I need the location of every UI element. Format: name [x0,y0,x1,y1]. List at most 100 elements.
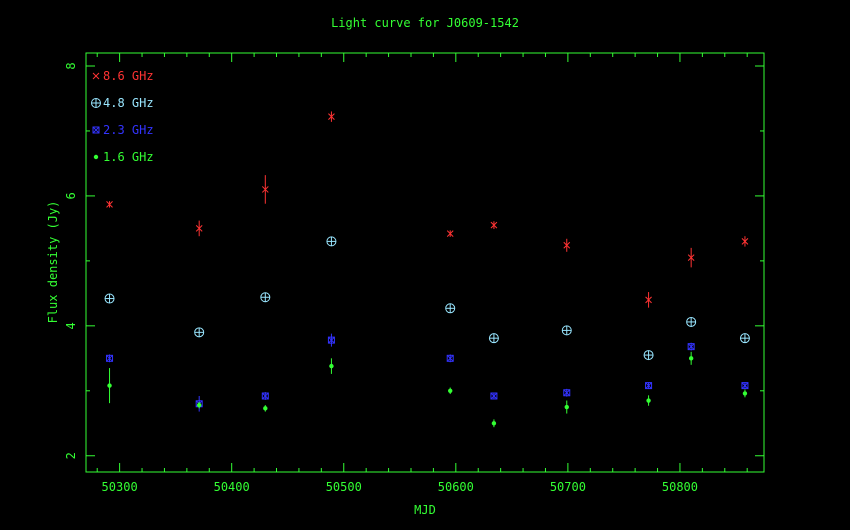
marker-stroke [106,201,113,208]
legend: 8.6 GHz 4.8 GHz 2.3 GHz 1.6 GHz [91,69,154,164]
marker-box [261,392,269,400]
series-8-6-ghz [106,111,749,308]
chart-title: Light curve for J0609-1542 [331,16,519,30]
data-point [107,383,112,388]
marker-stroke [446,354,454,362]
x-axis-ticks: 50300 50400 50500 50600 50700 50800 [96,53,748,494]
legend-item: 4.8 GHz [91,96,154,110]
marker-dot [263,406,268,411]
marker-dot [196,402,202,408]
data-point [564,404,569,410]
legend-label: 4.8 GHz [103,96,154,110]
marker-stroke [328,336,335,344]
data-series-layer [104,111,750,428]
marker-stroke [687,343,695,350]
data-point [195,225,203,232]
data-point [741,382,749,390]
legend-item: 1.6 GHz [93,150,154,164]
legend-label: 1.6 GHz [103,150,154,164]
marker-stroke [328,113,335,121]
marker-box [741,382,749,390]
data-point [446,230,454,237]
data-point [490,221,498,229]
series-1-6-ghz [107,351,748,428]
y-axis-label: Flux density (Jy) [46,201,60,324]
legend-label: 2.3 GHz [103,123,154,137]
data-point [488,333,499,344]
marker-stroke [645,382,652,389]
data-point [260,292,271,303]
data-point [563,389,571,397]
data-point [106,354,114,362]
marker-stroke [687,254,695,261]
marker-dot [688,356,694,361]
marker-dot [107,383,112,388]
x-axis-label: MJD [414,503,436,517]
data-point [263,406,268,411]
data-point [261,186,269,193]
series-2-3-ghz [106,333,749,412]
data-point [688,356,694,361]
x-tick-label: 50600 [438,480,474,494]
marker-stroke [195,225,203,232]
x-tick-label: 50500 [326,480,362,494]
data-point [643,350,654,361]
marker-box [687,343,695,351]
marker-stroke [446,230,454,237]
marker-stroke [645,296,652,304]
data-point [329,363,334,369]
data-point [686,316,697,327]
data-point [645,296,652,304]
marker-stroke [92,72,100,80]
plot-frame [85,52,765,473]
marker-stroke [92,126,100,134]
marker-stroke [261,186,269,193]
data-point [446,354,454,362]
y-tick-label: 6 [64,192,78,199]
data-point [739,333,750,344]
data-point [194,327,205,338]
x-tick-label: 50800 [662,480,698,494]
data-point [687,343,695,351]
marker-stroke [490,392,498,400]
data-point [328,113,335,121]
data-point [491,421,497,426]
marker-stroke [741,238,749,245]
marker-stroke [106,354,113,362]
marker-dot [491,421,497,426]
marker-box [490,392,498,400]
marker-dot [329,363,334,369]
marker-stroke [563,389,571,397]
legend-marker [92,126,100,134]
data-point [448,388,453,393]
legend-label: 8.6 GHz [103,69,154,83]
marker-dot [448,388,453,393]
y-axis-ticks: 2 4 6 8 [64,62,764,459]
marker-stroke [563,241,571,249]
marker-box [327,336,335,344]
data-point [261,392,269,400]
data-point [646,398,651,403]
data-point [327,336,335,344]
marker-box [645,382,653,390]
data-point [106,201,113,208]
legend-marker [91,98,101,108]
x-tick-label: 50400 [214,480,250,494]
data-point [742,391,748,396]
data-point [687,254,695,261]
marker-dot [742,391,748,396]
marker-stroke [261,392,269,400]
data-point [196,402,202,408]
data-point [561,325,572,336]
legend-item: 8.6 GHz [92,69,154,83]
data-point [445,303,456,314]
data-point [741,238,749,245]
marker-stroke [741,382,749,389]
data-point [563,241,571,249]
marker-box [92,126,100,134]
legend-marker [93,154,99,160]
marker-box [106,354,114,362]
marker-dot [646,398,651,403]
